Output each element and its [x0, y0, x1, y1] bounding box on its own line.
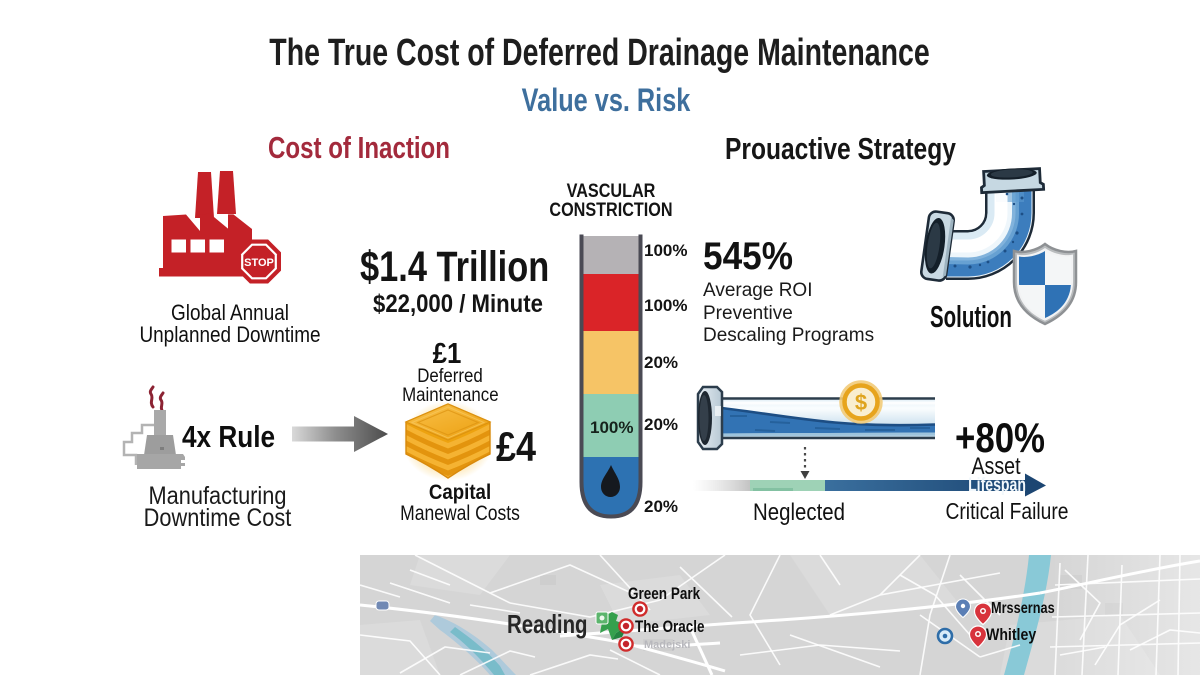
svg-text:Madejski: Madejski	[644, 639, 690, 651]
svg-text:$: $	[855, 390, 867, 415]
svg-text:STOP: STOP	[244, 257, 274, 269]
